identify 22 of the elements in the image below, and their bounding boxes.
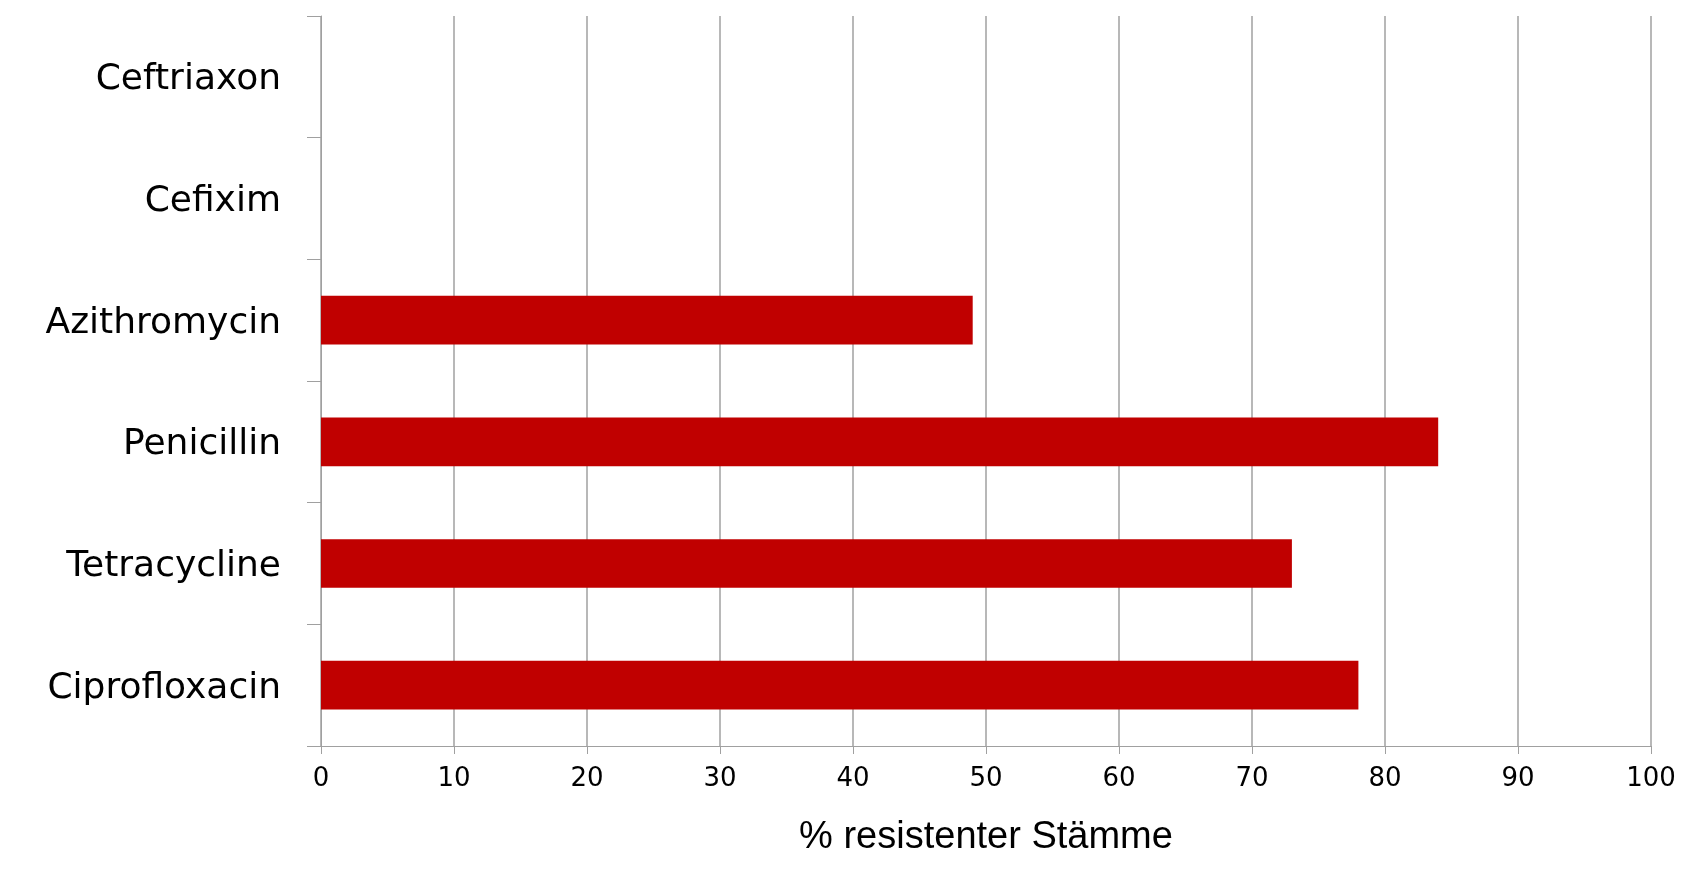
y-tick-label: Azithromycin	[45, 299, 281, 341]
x-tick-label: 70	[1235, 762, 1269, 792]
bar	[321, 660, 1359, 710]
bar	[321, 539, 1292, 588]
x-tick-label: 10	[437, 762, 471, 792]
x-axis-title: % resistenter Stämme	[799, 814, 1173, 856]
x-tick-label: 0	[312, 762, 330, 792]
bar	[321, 295, 973, 345]
x-tick-label: 20	[570, 762, 604, 792]
x-tick-label: 100	[1626, 762, 1676, 792]
x-tick-label: 90	[1501, 762, 1535, 792]
y-tick-label: Ciprofloxacin	[47, 664, 281, 706]
x-tick-label: 80	[1368, 762, 1402, 792]
y-tick-label: Penicillin	[122, 421, 281, 463]
x-tick-label: 40	[836, 762, 870, 792]
x-tick-label: 60	[1102, 762, 1136, 792]
y-tick-label: Tetracycline	[65, 543, 281, 584]
y-tick-label: Cefixim	[144, 178, 281, 219]
y-tick-label: Ceftriaxon	[95, 56, 281, 98]
x-tick-label: 50	[969, 762, 1003, 792]
x-tick-label: 30	[703, 762, 737, 792]
bar	[321, 417, 1439, 467]
